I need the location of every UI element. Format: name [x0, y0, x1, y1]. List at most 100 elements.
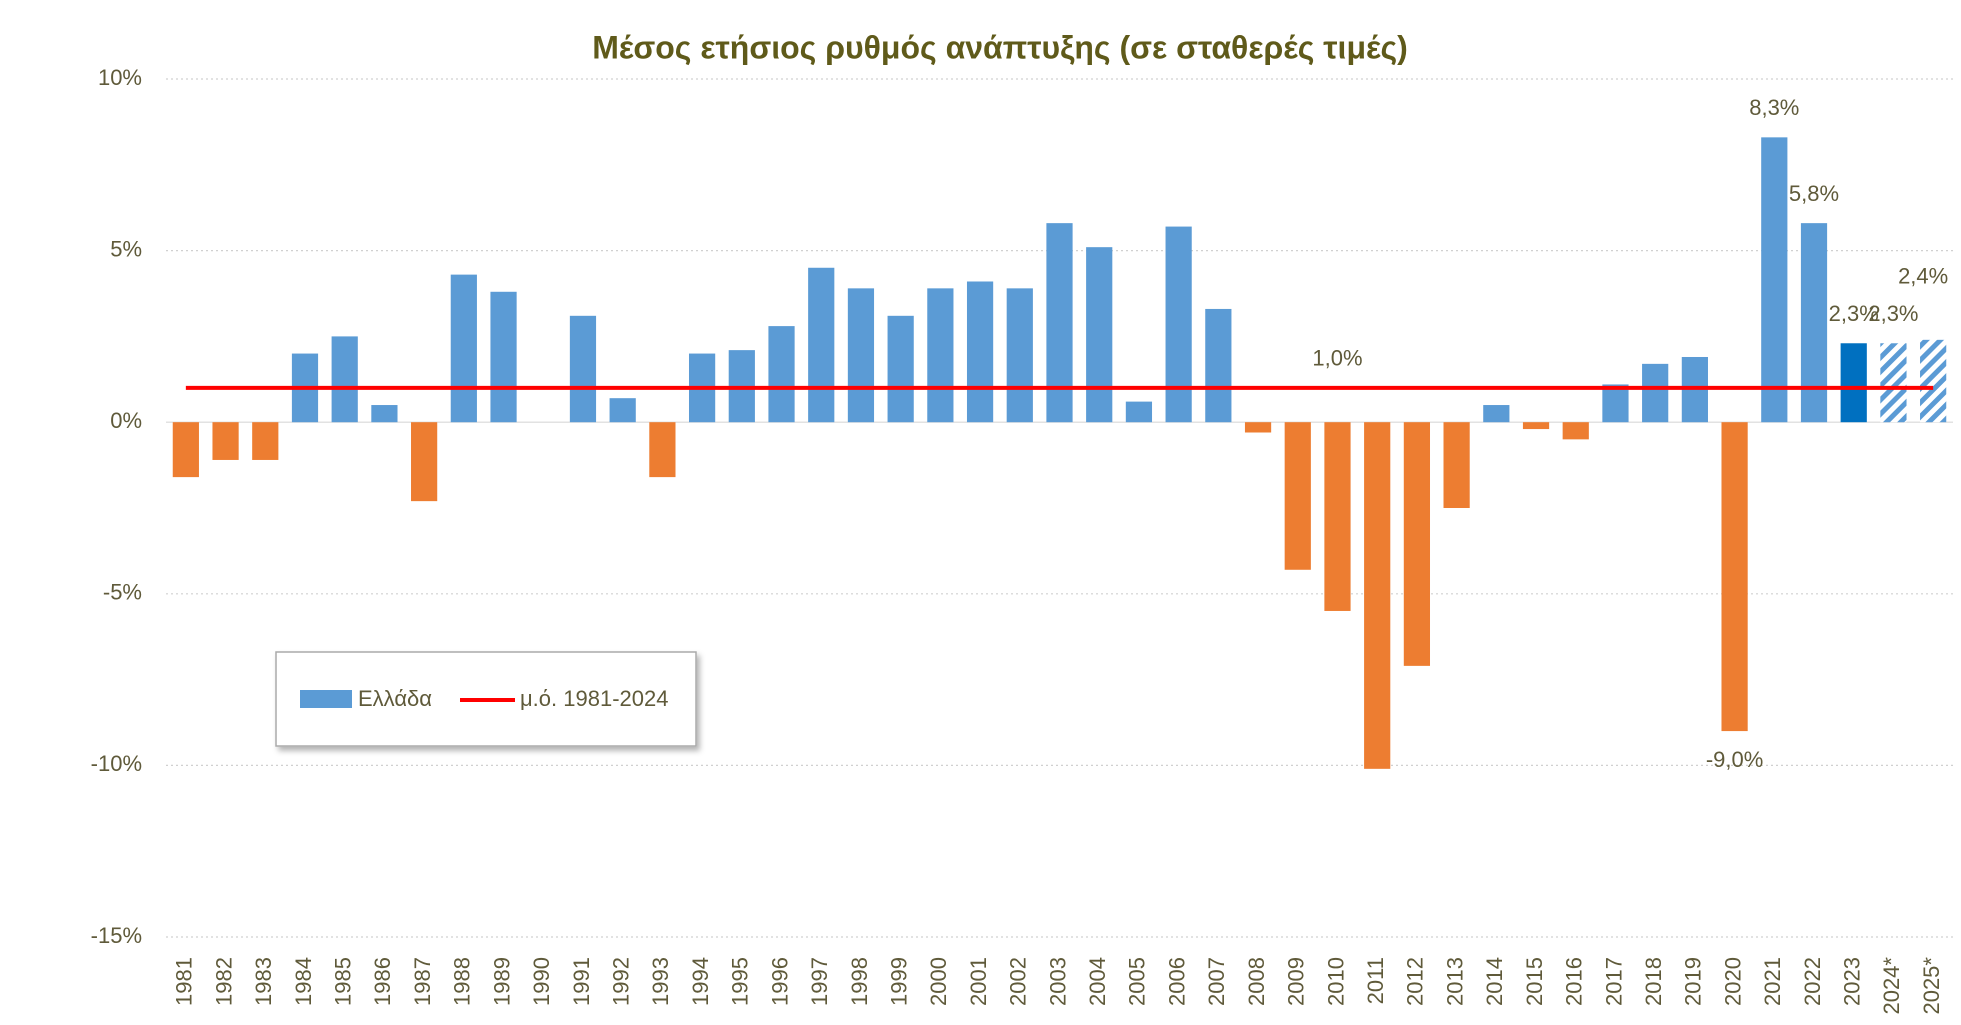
- x-tick-label: 2013: [1442, 957, 1467, 1006]
- y-tick-label: 0%: [110, 408, 142, 433]
- legend-label: μ.ό. 1981-2024: [520, 686, 668, 711]
- x-tick-label: 2001: [966, 957, 991, 1006]
- bar: [768, 326, 795, 423]
- value-label: 8,3%: [1749, 95, 1799, 120]
- bar: [847, 288, 875, 423]
- x-tick-label: 2002: [1006, 957, 1031, 1006]
- x-tick-label: 2003: [1045, 957, 1070, 1006]
- bar: [252, 422, 279, 460]
- x-tick-label: 1995: [728, 957, 753, 1006]
- x-tick-label: 2015: [1522, 957, 1547, 1006]
- bar: [1880, 343, 1907, 423]
- value-label: 5,8%: [1789, 181, 1839, 206]
- bar: [1443, 422, 1470, 508]
- bar: [1642, 363, 1669, 423]
- value-label: 2,3%: [1868, 301, 1918, 326]
- value-label: -9,0%: [1706, 747, 1763, 772]
- bar: [172, 422, 199, 478]
- x-tick-label: 2022: [1800, 957, 1825, 1006]
- x-tick-label: 1984: [291, 957, 316, 1006]
- x-tick-label: 2004: [1085, 957, 1110, 1006]
- x-tick-label: 2014: [1482, 957, 1507, 1006]
- x-tick-label: 2007: [1204, 957, 1229, 1006]
- y-tick-label: 10%: [98, 65, 142, 90]
- x-tick-label: 2000: [926, 957, 951, 1006]
- bar: [1324, 422, 1351, 611]
- bar: [331, 336, 358, 423]
- x-tick-label: 1985: [331, 957, 356, 1006]
- bar: [1721, 422, 1748, 732]
- average-label: 1,0%: [1312, 346, 1362, 371]
- bar: [1920, 339, 1947, 423]
- bar: [808, 267, 835, 423]
- bar: [1086, 247, 1113, 423]
- x-tick-label: 1999: [886, 957, 911, 1006]
- x-tick-label: 1988: [450, 957, 475, 1006]
- y-tick-label: -10%: [91, 751, 142, 776]
- x-tick-label: 2025*: [1919, 957, 1944, 1015]
- x-tick-label: 2008: [1244, 957, 1269, 1006]
- bar: [1840, 343, 1867, 423]
- x-tick-label: 2020: [1720, 957, 1745, 1006]
- bar: [1244, 422, 1272, 433]
- x-tick-label: 1998: [847, 957, 872, 1006]
- bar: [609, 398, 636, 423]
- legend-label: Ελλάδα: [358, 686, 432, 711]
- chart-title: Μέσος ετήσιος ρυθμός ανάπτυξης (σε σταθε…: [592, 29, 1408, 65]
- bar: [490, 291, 517, 423]
- value-label: 2,3%: [1829, 301, 1879, 326]
- x-tick-label: 1992: [608, 957, 633, 1006]
- bar: [1562, 422, 1589, 440]
- y-tick-label: -15%: [91, 923, 142, 948]
- x-tick-label: 2006: [1164, 957, 1189, 1006]
- x-tick-label: 1987: [410, 957, 435, 1006]
- y-tick-label: 5%: [110, 236, 142, 261]
- bar: [887, 315, 914, 423]
- bar: [1125, 401, 1153, 423]
- bar: [1165, 226, 1192, 423]
- x-tick-label: 2024*: [1879, 957, 1904, 1015]
- bar: [1364, 422, 1391, 769]
- bar: [371, 405, 398, 423]
- x-tick-label: 1994: [688, 957, 713, 1006]
- bar: [1205, 308, 1232, 423]
- bar: [649, 422, 676, 478]
- x-tick-label: 2011: [1363, 957, 1388, 1004]
- bar: [1602, 384, 1629, 423]
- x-tick-label: 1983: [251, 957, 276, 1006]
- x-tick-label: 2017: [1601, 957, 1626, 1006]
- x-tick-label: 1991: [569, 957, 594, 1006]
- x-tick-label: 2023: [1840, 957, 1865, 1006]
- x-tick-label: 2018: [1641, 957, 1666, 1006]
- x-tick-label: 2019: [1681, 957, 1706, 1006]
- y-tick-label: -5%: [103, 580, 142, 605]
- x-tick-label: 1989: [489, 957, 514, 1006]
- bar: [1046, 223, 1073, 423]
- bar: [569, 315, 597, 423]
- bar: [927, 288, 954, 423]
- bar: [1800, 223, 1828, 423]
- x-tick-label: 1986: [370, 957, 395, 1006]
- bar: [212, 422, 239, 460]
- x-tick-label: 1996: [767, 957, 792, 1006]
- x-tick-label: 2009: [1284, 957, 1309, 1006]
- x-tick-label: 2005: [1125, 957, 1150, 1006]
- bar: [1284, 422, 1311, 570]
- bar: [1403, 422, 1431, 666]
- bar: [1006, 288, 1033, 423]
- x-tick-label: 1981: [172, 957, 197, 1006]
- bar: [450, 274, 477, 423]
- bar: [1522, 422, 1550, 430]
- value-label: 2,4%: [1898, 264, 1948, 289]
- bar: [966, 281, 994, 423]
- x-tick-label: 2012: [1403, 957, 1428, 1006]
- bar: [1761, 137, 1788, 423]
- x-tick-label: 2021: [1760, 957, 1785, 1006]
- legend-swatch: [300, 690, 352, 708]
- x-tick-label: 2016: [1562, 957, 1587, 1006]
- x-tick-label: 1990: [529, 957, 554, 1006]
- legend: Ελλάδα μ.ό. 1981-2024: [275, 651, 697, 747]
- x-tick-label: 1993: [648, 957, 673, 1006]
- bar: [411, 422, 438, 502]
